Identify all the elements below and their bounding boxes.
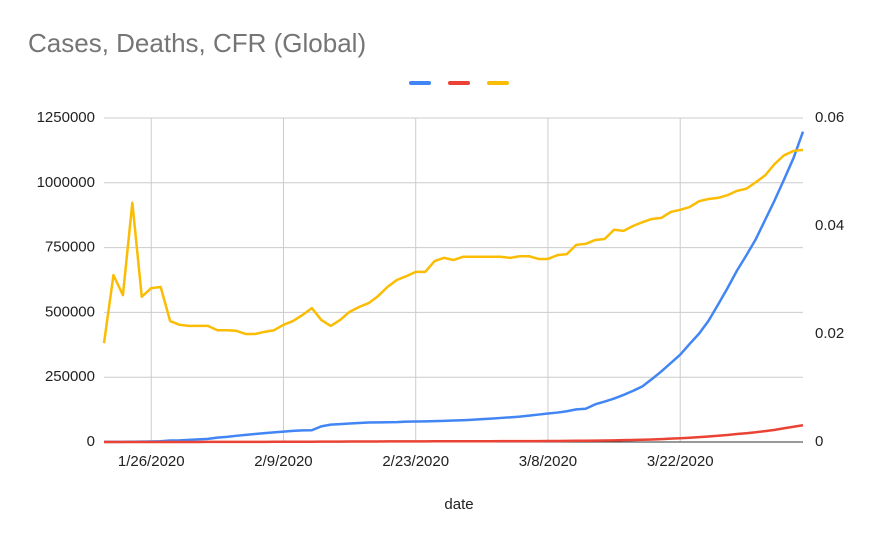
series-line [103,424,804,444]
x-tick-label: 1/26/2020 [118,453,185,470]
y2-tick-label: 0.04 [815,217,844,234]
y-tick-label: 750000 [45,239,95,256]
series-line [103,131,805,444]
series-line [102,148,804,344]
x-tick-label: 3/8/2020 [519,453,577,470]
y2-tick-label: 0.02 [815,325,844,342]
x-axis-label: date [444,496,473,513]
y-tick-label: 0 [87,433,95,450]
x-tick-label: 2/9/2020 [254,453,312,470]
y2-tick-label: 0.06 [815,109,844,126]
y-tick-label: 1250000 [37,109,95,126]
y-tick-label: 500000 [45,303,95,320]
y2-tick-label: 0 [815,433,823,450]
x-tick-label: 2/23/2020 [382,453,449,470]
chart-title: Cases, Deaths, CFR (Global) [28,28,366,58]
y-tick-label: 1000000 [37,174,95,191]
y-tick-label: 250000 [45,368,95,385]
x-tick-label: 3/22/2020 [647,453,714,470]
